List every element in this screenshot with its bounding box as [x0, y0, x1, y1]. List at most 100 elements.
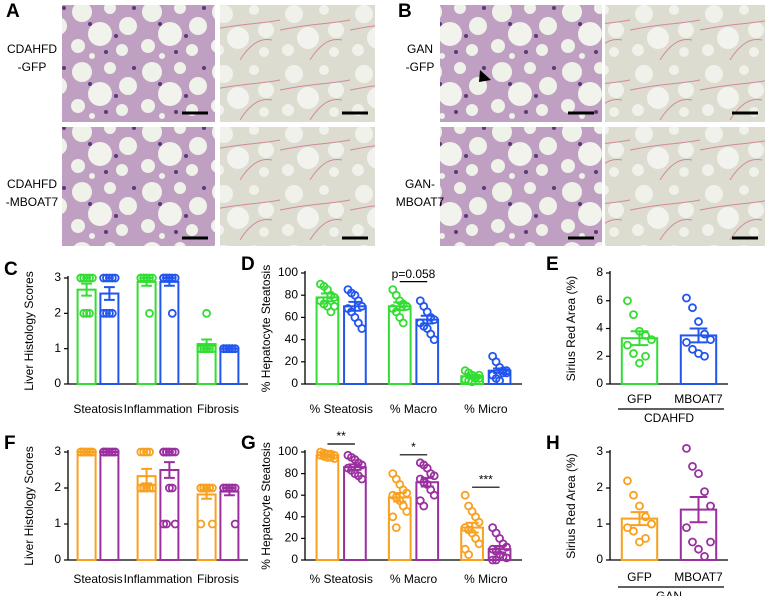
y-axis-label: Liver Histology Scores: [22, 446, 36, 565]
y-axis-label: Sirius Red Area (%): [564, 453, 578, 558]
data-point: [167, 483, 177, 493]
data-point: [629, 349, 638, 358]
data-point: [700, 487, 709, 497]
error-bar: [320, 292, 334, 303]
bar: [159, 469, 180, 561]
data-point: [357, 474, 367, 484]
data-point: [170, 447, 180, 457]
data-point: [706, 335, 715, 345]
error-bar: [689, 327, 708, 344]
data-point: [159, 519, 169, 529]
data-point: [196, 519, 206, 529]
data-point: [495, 376, 504, 386]
error-bar: [493, 544, 507, 554]
y-tick-label: 2: [596, 348, 603, 362]
error-bar: [393, 492, 407, 503]
panel-letter: E: [546, 254, 559, 275]
annotation: **: [336, 429, 346, 443]
data-point: [464, 550, 474, 559]
error-bar: [164, 461, 175, 479]
y-axis-label: Liver Histology Scores: [22, 271, 36, 390]
error-bar: [164, 277, 175, 287]
data-point: [629, 310, 638, 320]
x-tick-label: Fibrosis: [197, 572, 239, 586]
data-point: [647, 335, 656, 345]
group-label: GAN: [656, 589, 682, 596]
y-tick-label: 1: [596, 516, 603, 530]
x-tick-label: Steatosis: [73, 572, 122, 586]
x-tick-label: GFP: [627, 392, 652, 406]
error-bar: [420, 476, 434, 488]
data-point: [76, 273, 86, 283]
y-tick-label: 3: [596, 444, 603, 458]
data-point: [357, 324, 367, 333]
error-bar: [320, 453, 334, 457]
y-axis-label: % Hepatocyte Steatosis: [259, 265, 273, 392]
data-point: [700, 351, 709, 361]
bar: [343, 305, 367, 385]
x-tick-label: % Micro: [464, 572, 508, 586]
data-point: [329, 301, 339, 311]
data-point: [162, 447, 171, 457]
data-point: [398, 318, 408, 328]
panel-letter: D: [241, 254, 255, 275]
y-tick-label: 80: [285, 466, 299, 480]
data-point: [145, 483, 154, 493]
row-label: GAN-: [405, 177, 435, 191]
error-bar: [393, 301, 407, 312]
data-point: [207, 519, 217, 529]
y-tick-label: 100: [278, 444, 298, 458]
data-point: [502, 553, 511, 563]
data-point: [79, 273, 89, 283]
bar: [219, 347, 240, 385]
data-point: [82, 308, 91, 318]
data-point: [196, 483, 206, 493]
x-tick-label: MBOAT7: [674, 392, 723, 406]
panel-letter: A: [6, 1, 20, 22]
panel-letter: G: [241, 433, 256, 454]
x-tick-label: % Macro: [390, 402, 438, 416]
y-tick-label: 3: [54, 444, 61, 458]
y-tick-label: 4: [596, 321, 603, 335]
error-bar: [689, 496, 708, 524]
data-point: [357, 301, 367, 311]
y-tick-label: 3: [54, 270, 61, 284]
data-point: [402, 506, 412, 516]
y-tick-label: 20: [285, 531, 299, 545]
error-bar: [630, 511, 649, 527]
data-point: [682, 443, 691, 453]
y-tick-label: 0: [54, 376, 61, 390]
data-point: [623, 296, 632, 306]
data-point: [429, 471, 439, 481]
he-image: [440, 127, 602, 246]
data-point: [688, 344, 697, 354]
error-bar: [420, 314, 434, 325]
y-tick-label: 1: [54, 341, 61, 355]
error-bar: [348, 463, 362, 471]
data-point: [700, 329, 709, 339]
bar: [343, 466, 367, 561]
annotation: *: [411, 440, 416, 454]
data-point: [139, 447, 149, 457]
row-label: CDAHFD: [7, 42, 57, 56]
he-image: [62, 5, 215, 122]
data-point: [162, 519, 171, 529]
data-point: [694, 544, 703, 554]
y-tick-label: 80: [285, 287, 299, 301]
y-tick-label: 2: [596, 480, 603, 494]
data-point: [107, 273, 117, 283]
data-point: [145, 308, 154, 318]
data-point: [694, 317, 703, 326]
y-tick-label: 20: [285, 354, 299, 368]
error-bar: [630, 330, 649, 347]
data-point: [147, 483, 157, 493]
x-tick-label: MBOAT7: [674, 570, 723, 584]
panel-letter: C: [4, 259, 18, 280]
row-label: -GFP: [406, 60, 435, 74]
panel-letter: H: [546, 433, 560, 454]
data-point: [164, 447, 174, 457]
data-point: [329, 293, 339, 302]
data-point: [623, 476, 632, 486]
data-point: [230, 519, 240, 529]
